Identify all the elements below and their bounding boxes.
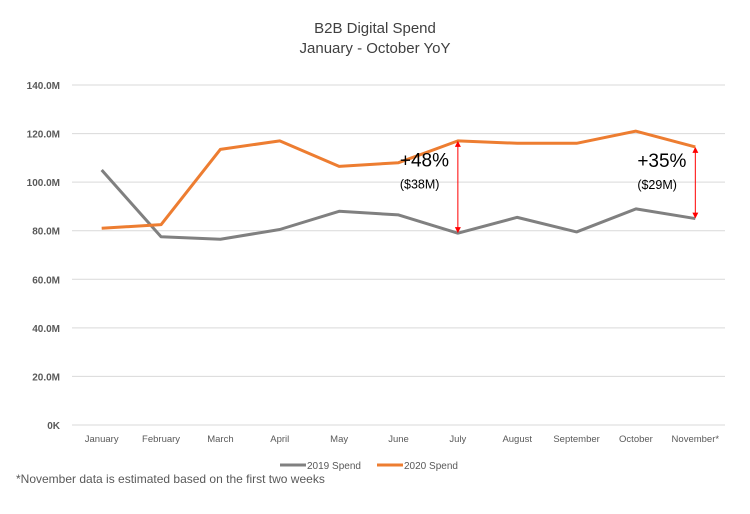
y-tick-label: 40.0M <box>32 324 60 335</box>
annotation-amount: ($38M) <box>400 178 440 192</box>
footnote: *November data is estimated based on the… <box>16 472 325 486</box>
x-tick-label: February <box>142 434 180 445</box>
y-tick-label: 80.0M <box>32 227 60 238</box>
x-tick-label: September <box>553 434 599 445</box>
x-tick-label: July <box>449 434 466 445</box>
x-tick-label: March <box>207 434 233 445</box>
annotation-percent: +48% <box>400 151 449 172</box>
x-tick-label: May <box>330 434 348 445</box>
x-tick-label: April <box>270 434 289 445</box>
y-tick-label: 0K <box>47 421 61 432</box>
annotation-amount: ($29M) <box>637 178 677 192</box>
chart-title: B2B Digital Spend <box>314 20 436 37</box>
x-tick-label: January <box>85 434 119 445</box>
y-tick-label: 20.0M <box>32 372 60 383</box>
legend-label: 2020 Spend <box>404 461 458 472</box>
x-tick-label: June <box>388 434 409 445</box>
y-tick-label: 100.0M <box>27 178 60 189</box>
annotation-percent: +35% <box>637 151 686 172</box>
legend-label: 2019 Spend <box>307 461 361 472</box>
x-tick-label: November* <box>672 434 720 445</box>
x-tick-label: August <box>502 434 532 445</box>
x-tick-label: October <box>619 434 653 445</box>
y-tick-label: 120.0M <box>27 130 60 141</box>
y-tick-label: 60.0M <box>32 275 60 286</box>
series-line-2019 <box>100 169 696 241</box>
y-tick-label: 140.0M <box>27 81 60 92</box>
chart-subtitle: January - October YoY <box>300 40 451 57</box>
